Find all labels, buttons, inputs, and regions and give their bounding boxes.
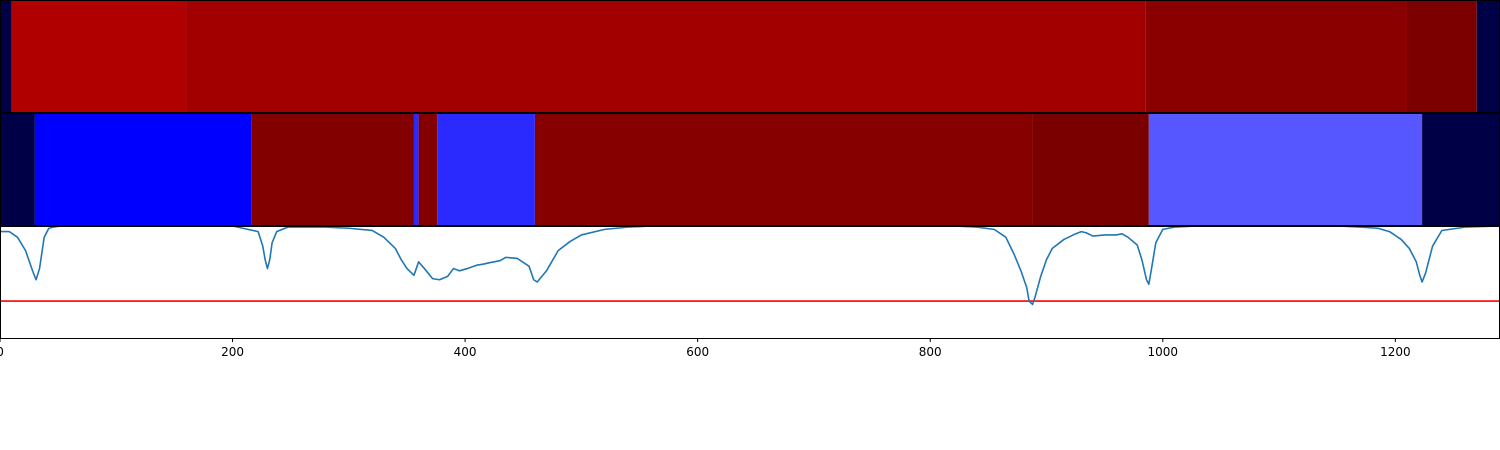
x-tick-label-1000: 1000 <box>1148 345 1179 359</box>
x-tick-label-600: 600 <box>686 345 709 359</box>
x-tick-label-400: 400 <box>454 345 477 359</box>
x-tick-label-200: 200 <box>221 345 244 359</box>
heatmap-segment-middle-8 <box>1148 113 1423 225</box>
heatmap-segment-top-0 <box>0 0 12 112</box>
x-tick-label-800: 800 <box>919 345 942 359</box>
x-tick-label-0: 0 <box>0 345 4 359</box>
x-tick-label-1200: 1200 <box>1380 345 1411 359</box>
heatmap-segment-middle-1 <box>34 113 252 225</box>
x-axis: 0 200 400 600 800 1000 1200 <box>0 338 1411 359</box>
line-plot-background <box>0 226 1500 338</box>
heatmap-strip-middle <box>0 113 1500 225</box>
heatmap-segment-top-1 <box>11 0 187 112</box>
heatmap-segment-middle-0 <box>0 113 35 225</box>
heatmap-segment-middle-2 <box>251 113 414 225</box>
heatmap-segment-top-2 <box>186 0 1146 112</box>
heatmap-segment-middle-3 <box>413 113 419 225</box>
heatmap-segment-middle-7 <box>1032 113 1149 225</box>
data-series-line <box>0 225 1500 306</box>
heatmap-strip-top <box>0 0 1500 112</box>
heatmap-segment-top-3 <box>1145 0 1407 112</box>
heatmap-segment-middle-6 <box>534 113 1033 225</box>
heatmap-segment-middle-4 <box>418 113 438 225</box>
heatmap-segment-top-4 <box>1406 0 1477 112</box>
heatmap-segment-middle-5 <box>437 113 535 225</box>
heatmap-segment-top-5 <box>1476 0 1500 112</box>
heatmap-segment-middle-9 <box>1422 113 1500 225</box>
